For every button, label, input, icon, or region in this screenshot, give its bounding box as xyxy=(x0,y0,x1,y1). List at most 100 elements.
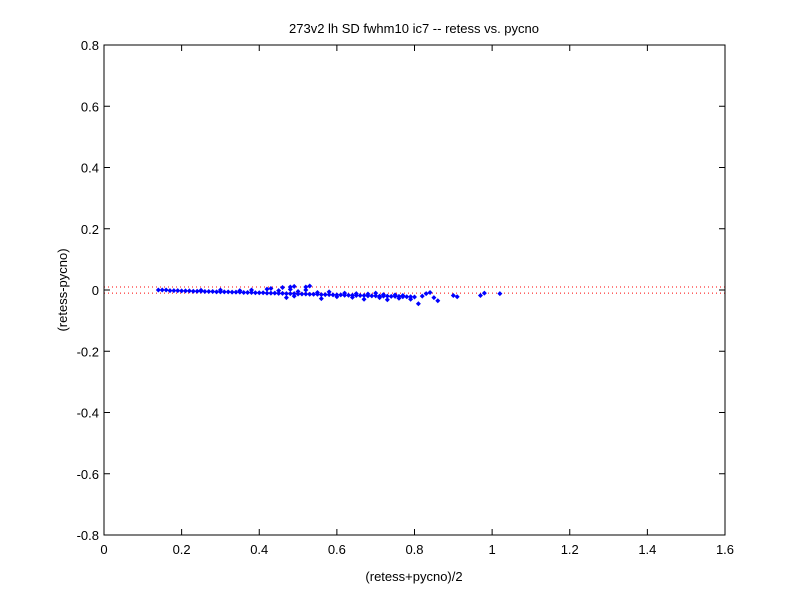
x-tick-label: 0.8 xyxy=(405,542,423,557)
plot-area-background xyxy=(104,45,725,535)
data-point xyxy=(404,294,410,300)
data-point xyxy=(427,289,433,295)
data-points xyxy=(155,283,503,307)
data-point xyxy=(303,291,309,297)
x-tick-label: 0 xyxy=(100,542,107,557)
data-point xyxy=(256,290,262,296)
y-tick-label: -0.8 xyxy=(77,528,99,543)
data-point xyxy=(283,295,289,301)
data-point xyxy=(245,289,251,295)
data-point xyxy=(388,293,394,299)
data-point xyxy=(338,292,344,298)
data-point xyxy=(497,291,503,297)
data-point xyxy=(303,284,309,290)
data-point xyxy=(431,295,437,301)
data-point xyxy=(318,296,324,302)
data-point xyxy=(481,290,487,296)
data-point xyxy=(369,293,375,299)
data-point xyxy=(408,296,414,302)
data-point xyxy=(272,290,278,296)
data-point xyxy=(291,283,297,289)
data-point xyxy=(415,301,421,307)
y-axis-label: (retess-pycno) xyxy=(55,248,70,331)
data-point xyxy=(303,287,309,293)
data-point xyxy=(322,292,328,298)
data-point xyxy=(198,287,204,293)
data-point xyxy=(334,294,340,300)
data-point xyxy=(159,287,165,293)
data-point xyxy=(384,297,390,303)
y-axis-ticks: -0.8 -0.6 -0.4 -0.2 0 0.2 0.4 0.6 0.8 xyxy=(77,38,725,543)
data-point xyxy=(342,290,348,296)
data-point xyxy=(361,296,367,302)
x-axis-ticks: 0 0.2 0.4 0.6 0.8 1 1.2 1.4 1.6 xyxy=(100,45,734,557)
data-point xyxy=(237,288,243,294)
data-point xyxy=(365,291,371,297)
x-tick-label: 0.2 xyxy=(173,542,191,557)
data-point xyxy=(206,289,212,295)
x-tick-label: 1.4 xyxy=(638,542,656,557)
data-point xyxy=(380,292,386,298)
data-point xyxy=(373,290,379,296)
data-point xyxy=(291,293,297,299)
data-point xyxy=(241,289,247,295)
data-point xyxy=(179,288,185,294)
data-point xyxy=(280,285,286,291)
data-point xyxy=(400,293,406,299)
data-point xyxy=(307,283,313,289)
data-point xyxy=(268,290,274,296)
data-point xyxy=(225,289,231,295)
data-point xyxy=(171,288,177,294)
data-point xyxy=(419,293,425,299)
data-point xyxy=(377,295,383,301)
data-point xyxy=(280,290,286,296)
data-point xyxy=(349,294,355,300)
data-point xyxy=(233,289,239,295)
data-point xyxy=(214,289,220,295)
x-tick-label: 1.2 xyxy=(561,542,579,557)
data-point xyxy=(175,288,181,294)
data-point xyxy=(264,290,270,296)
data-point xyxy=(252,290,258,296)
data-point xyxy=(396,295,402,301)
y-tick-label: 0.6 xyxy=(81,99,99,114)
data-point xyxy=(167,288,173,294)
data-point xyxy=(287,291,293,297)
data-point xyxy=(477,293,483,299)
data-point xyxy=(287,284,293,290)
x-tick-label: 0.6 xyxy=(328,542,346,557)
y-tick-label: -0.2 xyxy=(77,344,99,359)
data-point xyxy=(183,288,189,294)
data-point xyxy=(295,289,301,295)
data-point xyxy=(190,288,196,294)
data-point xyxy=(248,287,254,293)
data-point xyxy=(330,292,336,298)
data-point xyxy=(299,291,305,297)
data-point xyxy=(450,293,456,299)
x-axis-label: (retess+pycno)/2 xyxy=(365,569,462,584)
data-point xyxy=(194,288,200,294)
data-point xyxy=(260,290,266,296)
data-point xyxy=(307,291,313,297)
data-point xyxy=(346,292,352,298)
y-tick-label: -0.4 xyxy=(77,406,99,421)
data-point xyxy=(217,287,223,293)
data-point xyxy=(268,285,274,291)
data-point xyxy=(392,292,398,298)
data-point xyxy=(276,288,282,294)
data-point xyxy=(357,293,363,299)
data-point xyxy=(326,289,332,295)
data-point xyxy=(264,286,270,292)
x-tick-label: 0.4 xyxy=(250,542,268,557)
data-point xyxy=(326,292,332,298)
data-point xyxy=(210,289,216,295)
data-point xyxy=(155,287,161,293)
y-tick-label: -0.6 xyxy=(77,467,99,482)
data-point xyxy=(353,291,359,297)
y-tick-label: 0 xyxy=(92,283,99,298)
data-point xyxy=(186,288,192,294)
y-tick-label: 0.4 xyxy=(81,161,99,176)
chart-title: 273v2 lh SD fwhm10 ic7 -- retess vs. pyc… xyxy=(289,21,539,36)
data-point xyxy=(311,291,317,297)
